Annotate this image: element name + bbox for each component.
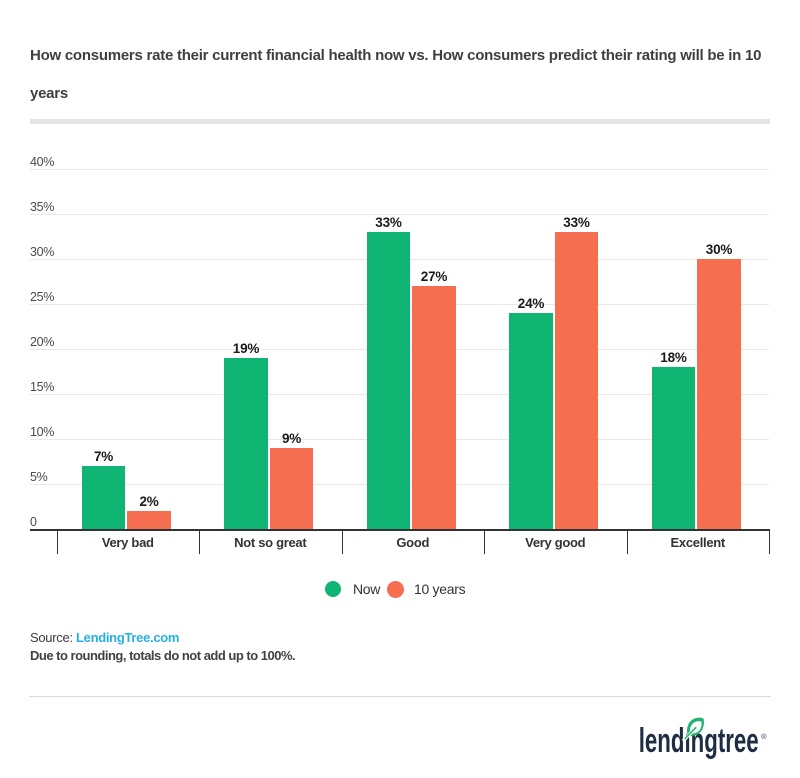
- svg-text:®: ®: [761, 732, 767, 741]
